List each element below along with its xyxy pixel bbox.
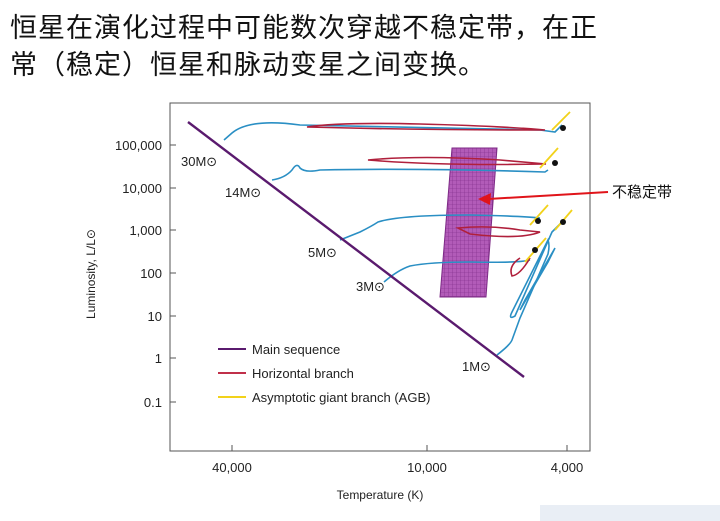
x-tick-label: 10,000 (407, 460, 447, 475)
instability-strip-label: 不稳定带 (612, 183, 672, 201)
y-tick-label: 1 (155, 351, 162, 366)
heading-line-1: 恒星在演化过程中可能数次穿越不稳定带，在正 (10, 13, 598, 44)
x-tick-label: 40,000 (212, 460, 252, 475)
hb-5m (455, 226, 541, 238)
agb-tracks (524, 111, 573, 263)
mass-label-3: 3M⊙ (356, 279, 385, 294)
track-5m (339, 214, 541, 241)
mass-label-14: 14M⊙ (225, 185, 261, 200)
y-tick-label: 10 (148, 309, 162, 324)
mass-label-30: 30M⊙ (181, 154, 217, 169)
track-1m (496, 221, 563, 356)
page-heading: 恒星在演化过程中可能数次穿越不稳定带，在正 常（稳定）恒星和脉动变星之间变换。 (10, 10, 700, 84)
arrow-head-icon (478, 193, 491, 205)
horizontal-branch-tracks (306, 122, 547, 277)
agb-2 (539, 147, 559, 169)
mass-label-5: 5M⊙ (308, 245, 337, 260)
y-axis-title: Luminosity, L/L⊙ (84, 229, 98, 319)
agb-3 (529, 204, 549, 226)
instability-strip-callout: 不稳定带 (478, 183, 672, 205)
y-tick-label: 100,000 (115, 138, 162, 153)
agb-1 (551, 111, 571, 131)
legend-label-agb: Asymptotic giant branch (AGB) (252, 390, 430, 405)
hb-1m (510, 257, 531, 277)
y-axis-ticks: 100,000 10,000 1,000 100 10 1 0.1 (115, 138, 176, 410)
y-tick-label: 100 (140, 266, 162, 281)
hb-14m (367, 156, 547, 166)
y-tick-label: 0.1 (144, 395, 162, 410)
main-sequence-line (187, 121, 525, 378)
track-endpoints (532, 125, 566, 253)
track-1m-loop (519, 247, 556, 311)
legend-label-main-sequence: Main sequence (252, 342, 340, 357)
instability-strip (439, 147, 498, 298)
footer-strip (540, 505, 720, 521)
hb-top (306, 122, 546, 131)
y-tick-label: 10,000 (122, 181, 162, 196)
instability-arrow-line (487, 191, 609, 200)
track-3m (383, 259, 531, 283)
legend: Main sequence Horizontal branch Asymptot… (218, 342, 430, 405)
y-tick-label: 1,000 (129, 223, 162, 238)
x-axis-ticks: 40,000 10,000 4,000 (212, 445, 583, 475)
track-14m (271, 164, 549, 181)
x-axis-title: Temperature (K) (337, 488, 424, 502)
legend-label-horizontal-branch: Horizontal branch (252, 366, 354, 381)
x-tick-label: 4,000 (551, 460, 584, 475)
heading-line-2: 常（稳定）恒星和脉动变星之间变换。 (10, 50, 486, 81)
mass-label-1: 1M⊙ (462, 359, 491, 374)
